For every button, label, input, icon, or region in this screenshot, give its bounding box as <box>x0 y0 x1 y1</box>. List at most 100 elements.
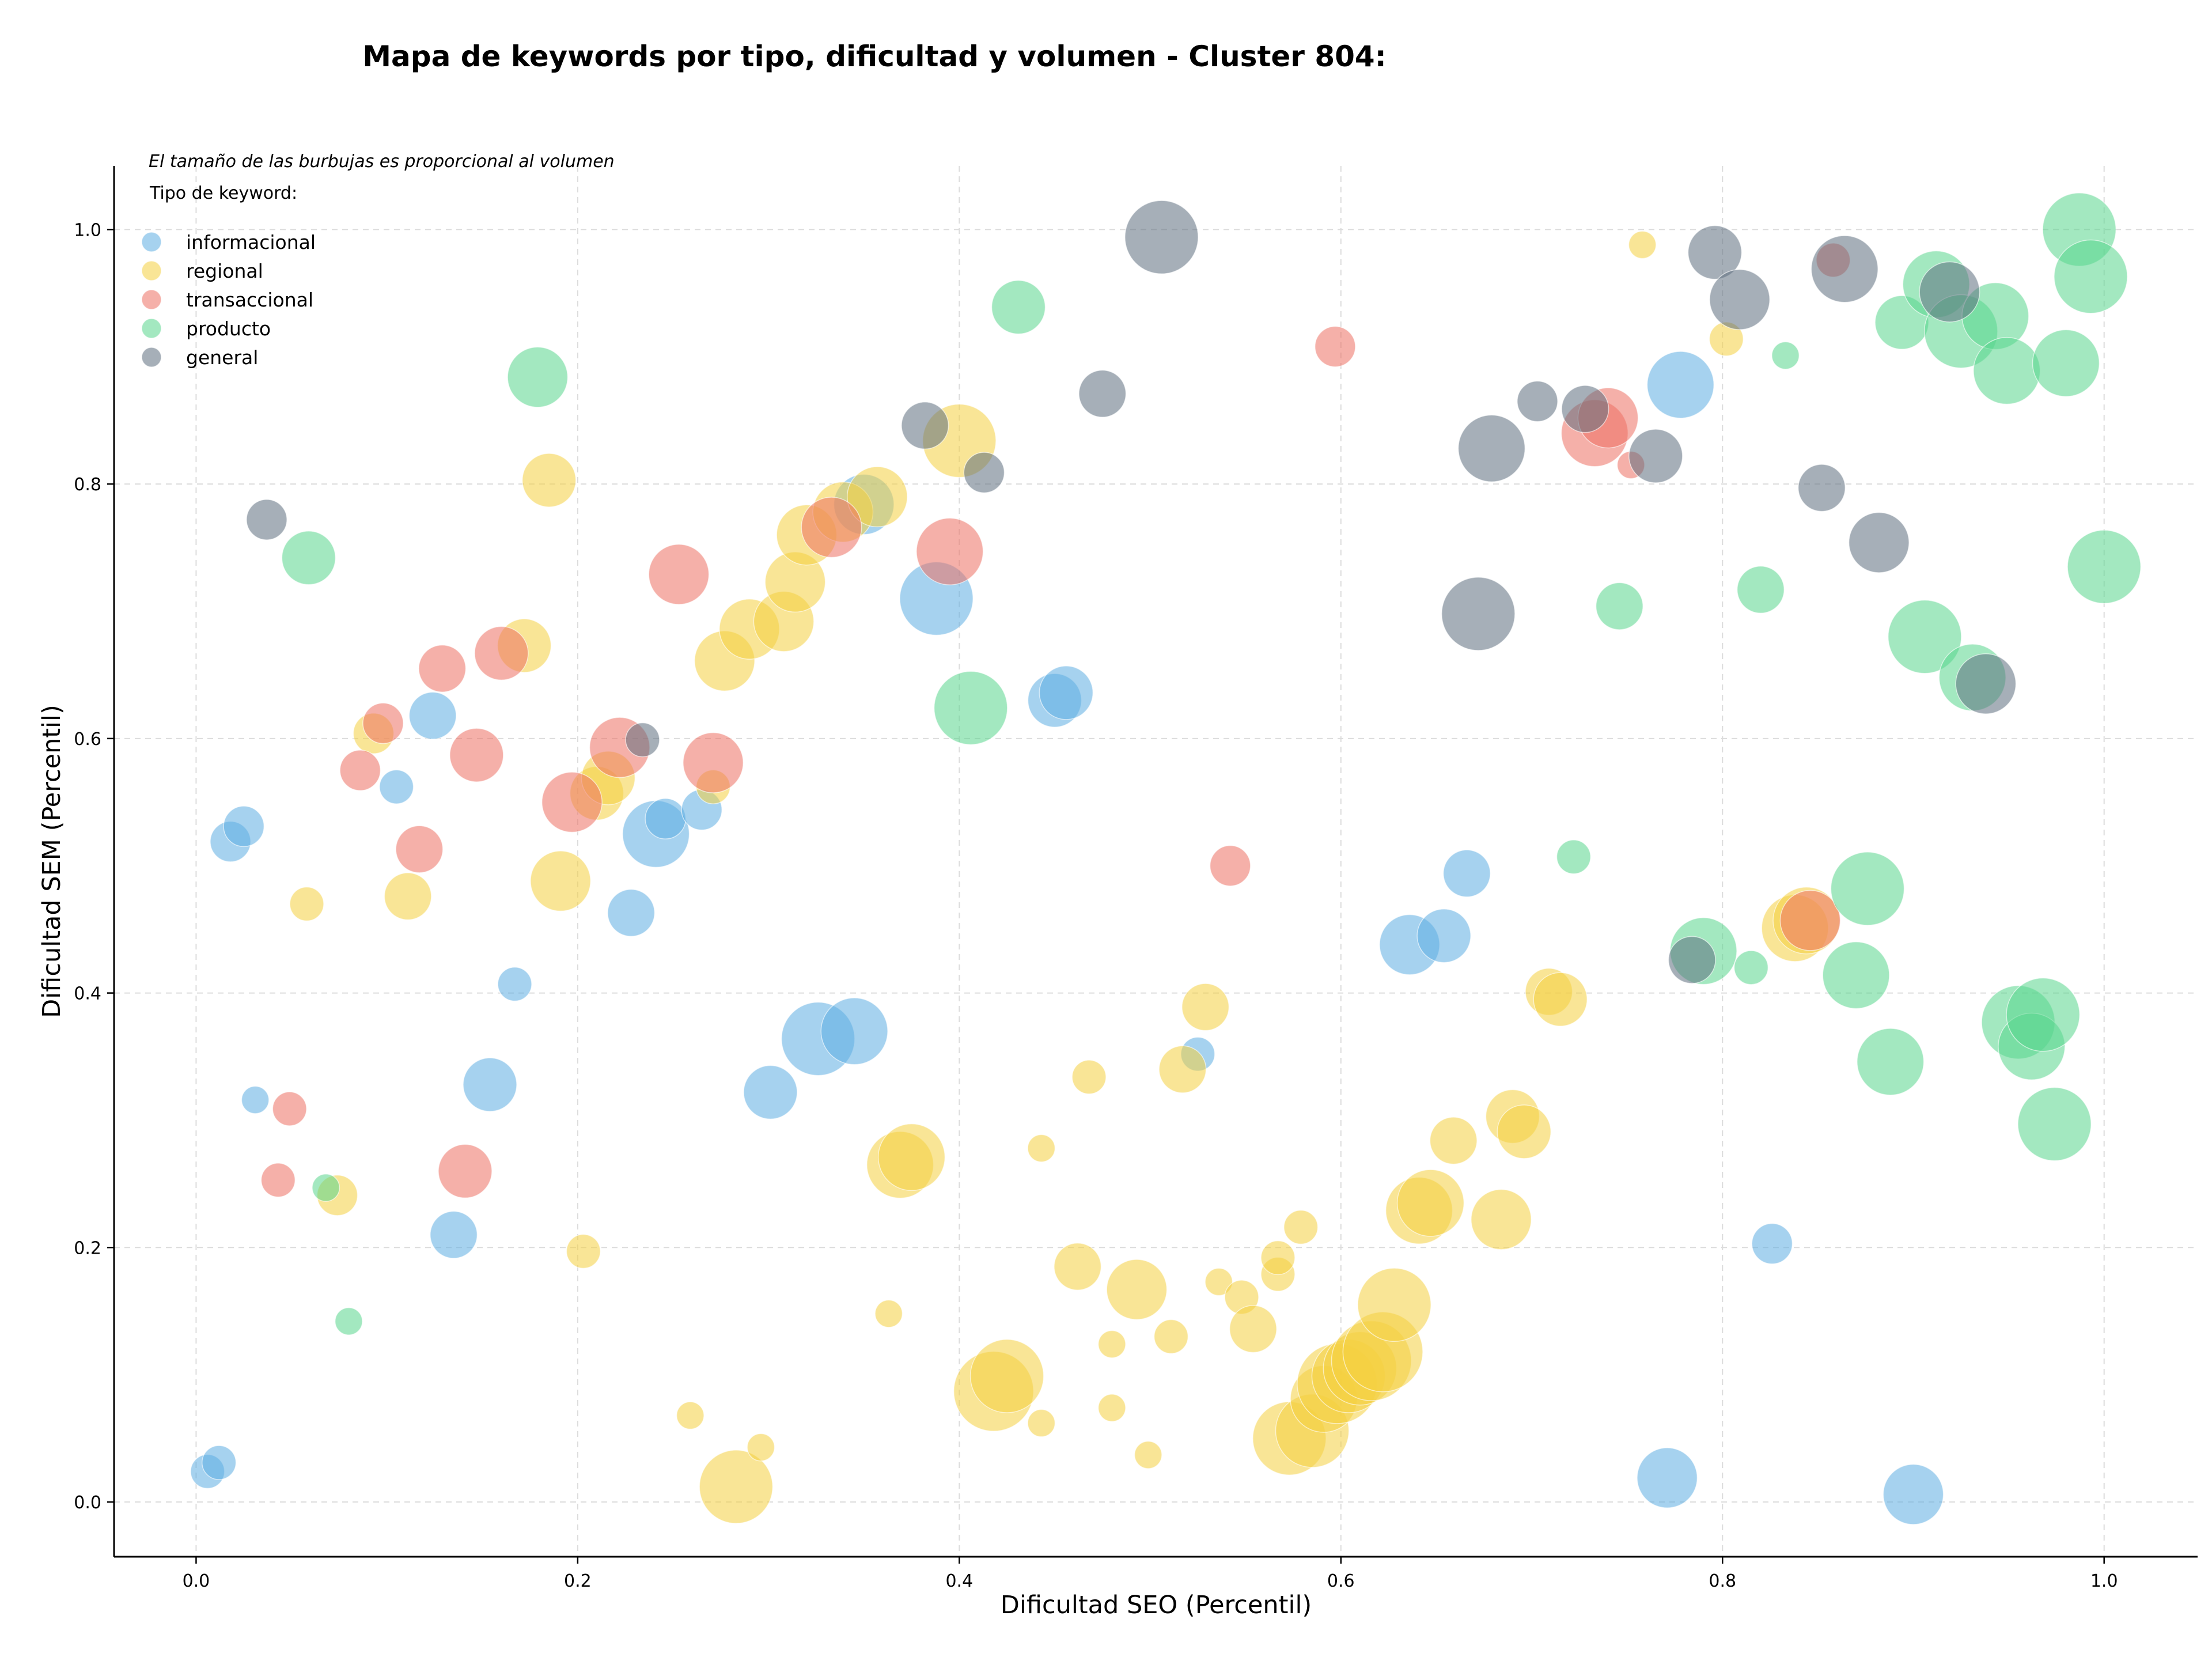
y-axis-label: Dificultad SEM (Percentil) <box>37 705 66 1018</box>
bubble-point <box>991 279 1046 335</box>
legend-label: regional <box>186 260 263 282</box>
bubble-point <box>1442 849 1491 898</box>
bubble-point <box>1810 235 1878 303</box>
bubble-point <box>1260 1240 1296 1276</box>
x-tick-label: 0.0 <box>183 1571 210 1591</box>
bubble-point <box>1158 1045 1207 1094</box>
bubble-point <box>1779 890 1841 951</box>
bubble-point <box>901 402 949 450</box>
bubble-point <box>1883 1463 1944 1525</box>
bubble-point <box>1628 429 1683 483</box>
bubble-point <box>1039 665 1094 720</box>
chart-title: Mapa de keywords por tipo, dificultad y … <box>362 40 1386 73</box>
bubble-point <box>963 452 1005 494</box>
bubble-point <box>395 825 444 873</box>
bubble-point <box>272 1091 307 1126</box>
bubble-point <box>1533 972 1588 1027</box>
bubble-point <box>648 544 710 605</box>
bubble-point <box>2032 329 2100 397</box>
bubble-point <box>379 769 414 804</box>
bubble-point <box>241 1085 270 1114</box>
bubble-point <box>1709 268 1771 330</box>
bubble-point <box>1457 414 1526 482</box>
bubble-point <box>846 466 908 528</box>
bubble-point <box>2006 977 2081 1052</box>
bubble-point <box>430 1210 478 1259</box>
bubble-point <box>747 1433 775 1462</box>
bubble-point <box>281 530 336 585</box>
bubble-point <box>1497 1104 1552 1159</box>
bubble-point <box>1315 326 1356 368</box>
bubbles <box>190 192 2142 1525</box>
y-tick-label: 0.8 <box>74 475 101 495</box>
bubble-point <box>1229 1305 1277 1353</box>
legend-marker <box>141 232 162 252</box>
bubble-point <box>969 1339 1044 1413</box>
y-tick-label: 1.0 <box>74 220 101 240</box>
bubble-point <box>541 771 603 833</box>
bubble-point <box>521 453 577 508</box>
bubble-point <box>1181 983 1230 1031</box>
bubble-point <box>530 850 592 912</box>
bubble-point <box>1441 577 1516 651</box>
axis-ticks: 0.0 0.2 0.4 0.6 0.8 1.0 0.0 0.2 0.4 0.6 0.8 1.0 <box>74 220 2118 1591</box>
bubble-point <box>1848 512 1910 573</box>
bubble-point <box>474 626 529 681</box>
y-tick-label: 0.0 <box>74 1493 101 1513</box>
bubble-point <box>1517 380 1558 422</box>
bubble-point <box>1429 1117 1478 1165</box>
bubble-point <box>1027 1409 1056 1437</box>
bubble-point <box>497 966 532 1002</box>
bubble-point <box>1071 1060 1107 1095</box>
bubble-point <box>463 1057 517 1112</box>
bubble-point <box>1668 936 1716 984</box>
series-producto <box>281 192 2142 1335</box>
bubble-point <box>1919 261 1980 323</box>
bubble-point <box>1471 1189 1532 1250</box>
bubble-point <box>743 1065 798 1120</box>
x-tick-label: 0.8 <box>1709 1571 1736 1591</box>
bubble-point <box>1830 852 1905 926</box>
bubble-point <box>2067 529 2142 604</box>
bubble-point <box>339 750 381 791</box>
series-general <box>246 200 2017 984</box>
bubble-point <box>874 1299 903 1328</box>
bubble-point <box>1416 908 1471 963</box>
bubble-point <box>418 644 467 693</box>
bubble-point <box>1097 1330 1126 1359</box>
bubble-point <box>362 702 404 744</box>
legend-marker <box>141 260 162 281</box>
bubble-point <box>1857 1028 1925 1096</box>
bubble-point <box>1736 565 1785 614</box>
bubble-point <box>877 1123 946 1191</box>
bubble-point <box>1078 369 1127 418</box>
bubble-point <box>1556 839 1592 875</box>
legend-label: general <box>186 346 258 369</box>
bubble-point <box>1973 336 2041 405</box>
legend-marker <box>141 289 162 310</box>
bubble-point <box>334 1307 363 1335</box>
bubble-point <box>408 691 457 740</box>
bubble-point <box>683 732 744 793</box>
bubble-point <box>1561 385 1609 433</box>
bubble-point <box>1955 653 2017 714</box>
y-tick-label: 0.2 <box>74 1238 101 1258</box>
bubble-point <box>312 1174 340 1202</box>
y-tick-label: 0.6 <box>74 729 101 750</box>
x-tick-label: 0.2 <box>564 1571 592 1591</box>
x-tick-label: 0.4 <box>945 1571 973 1591</box>
legend-note: El tamaño de las burbujas es proporciona… <box>149 152 615 172</box>
bubble-point <box>1396 1169 1465 1237</box>
bubble-point <box>1628 230 1657 259</box>
bubble-point <box>699 1450 774 1524</box>
bubble-point <box>1205 1267 1233 1296</box>
legend-title: Tipo de keyword: <box>149 183 297 203</box>
bubble-point <box>289 886 324 922</box>
bubble-point <box>1797 464 1846 512</box>
bubble-point <box>1097 1394 1126 1422</box>
legend: El tamaño de las burbujas es proporciona… <box>141 152 615 369</box>
bubble-point <box>1134 1440 1162 1469</box>
legend-marker <box>141 347 162 368</box>
legend-label: producto <box>186 317 271 340</box>
